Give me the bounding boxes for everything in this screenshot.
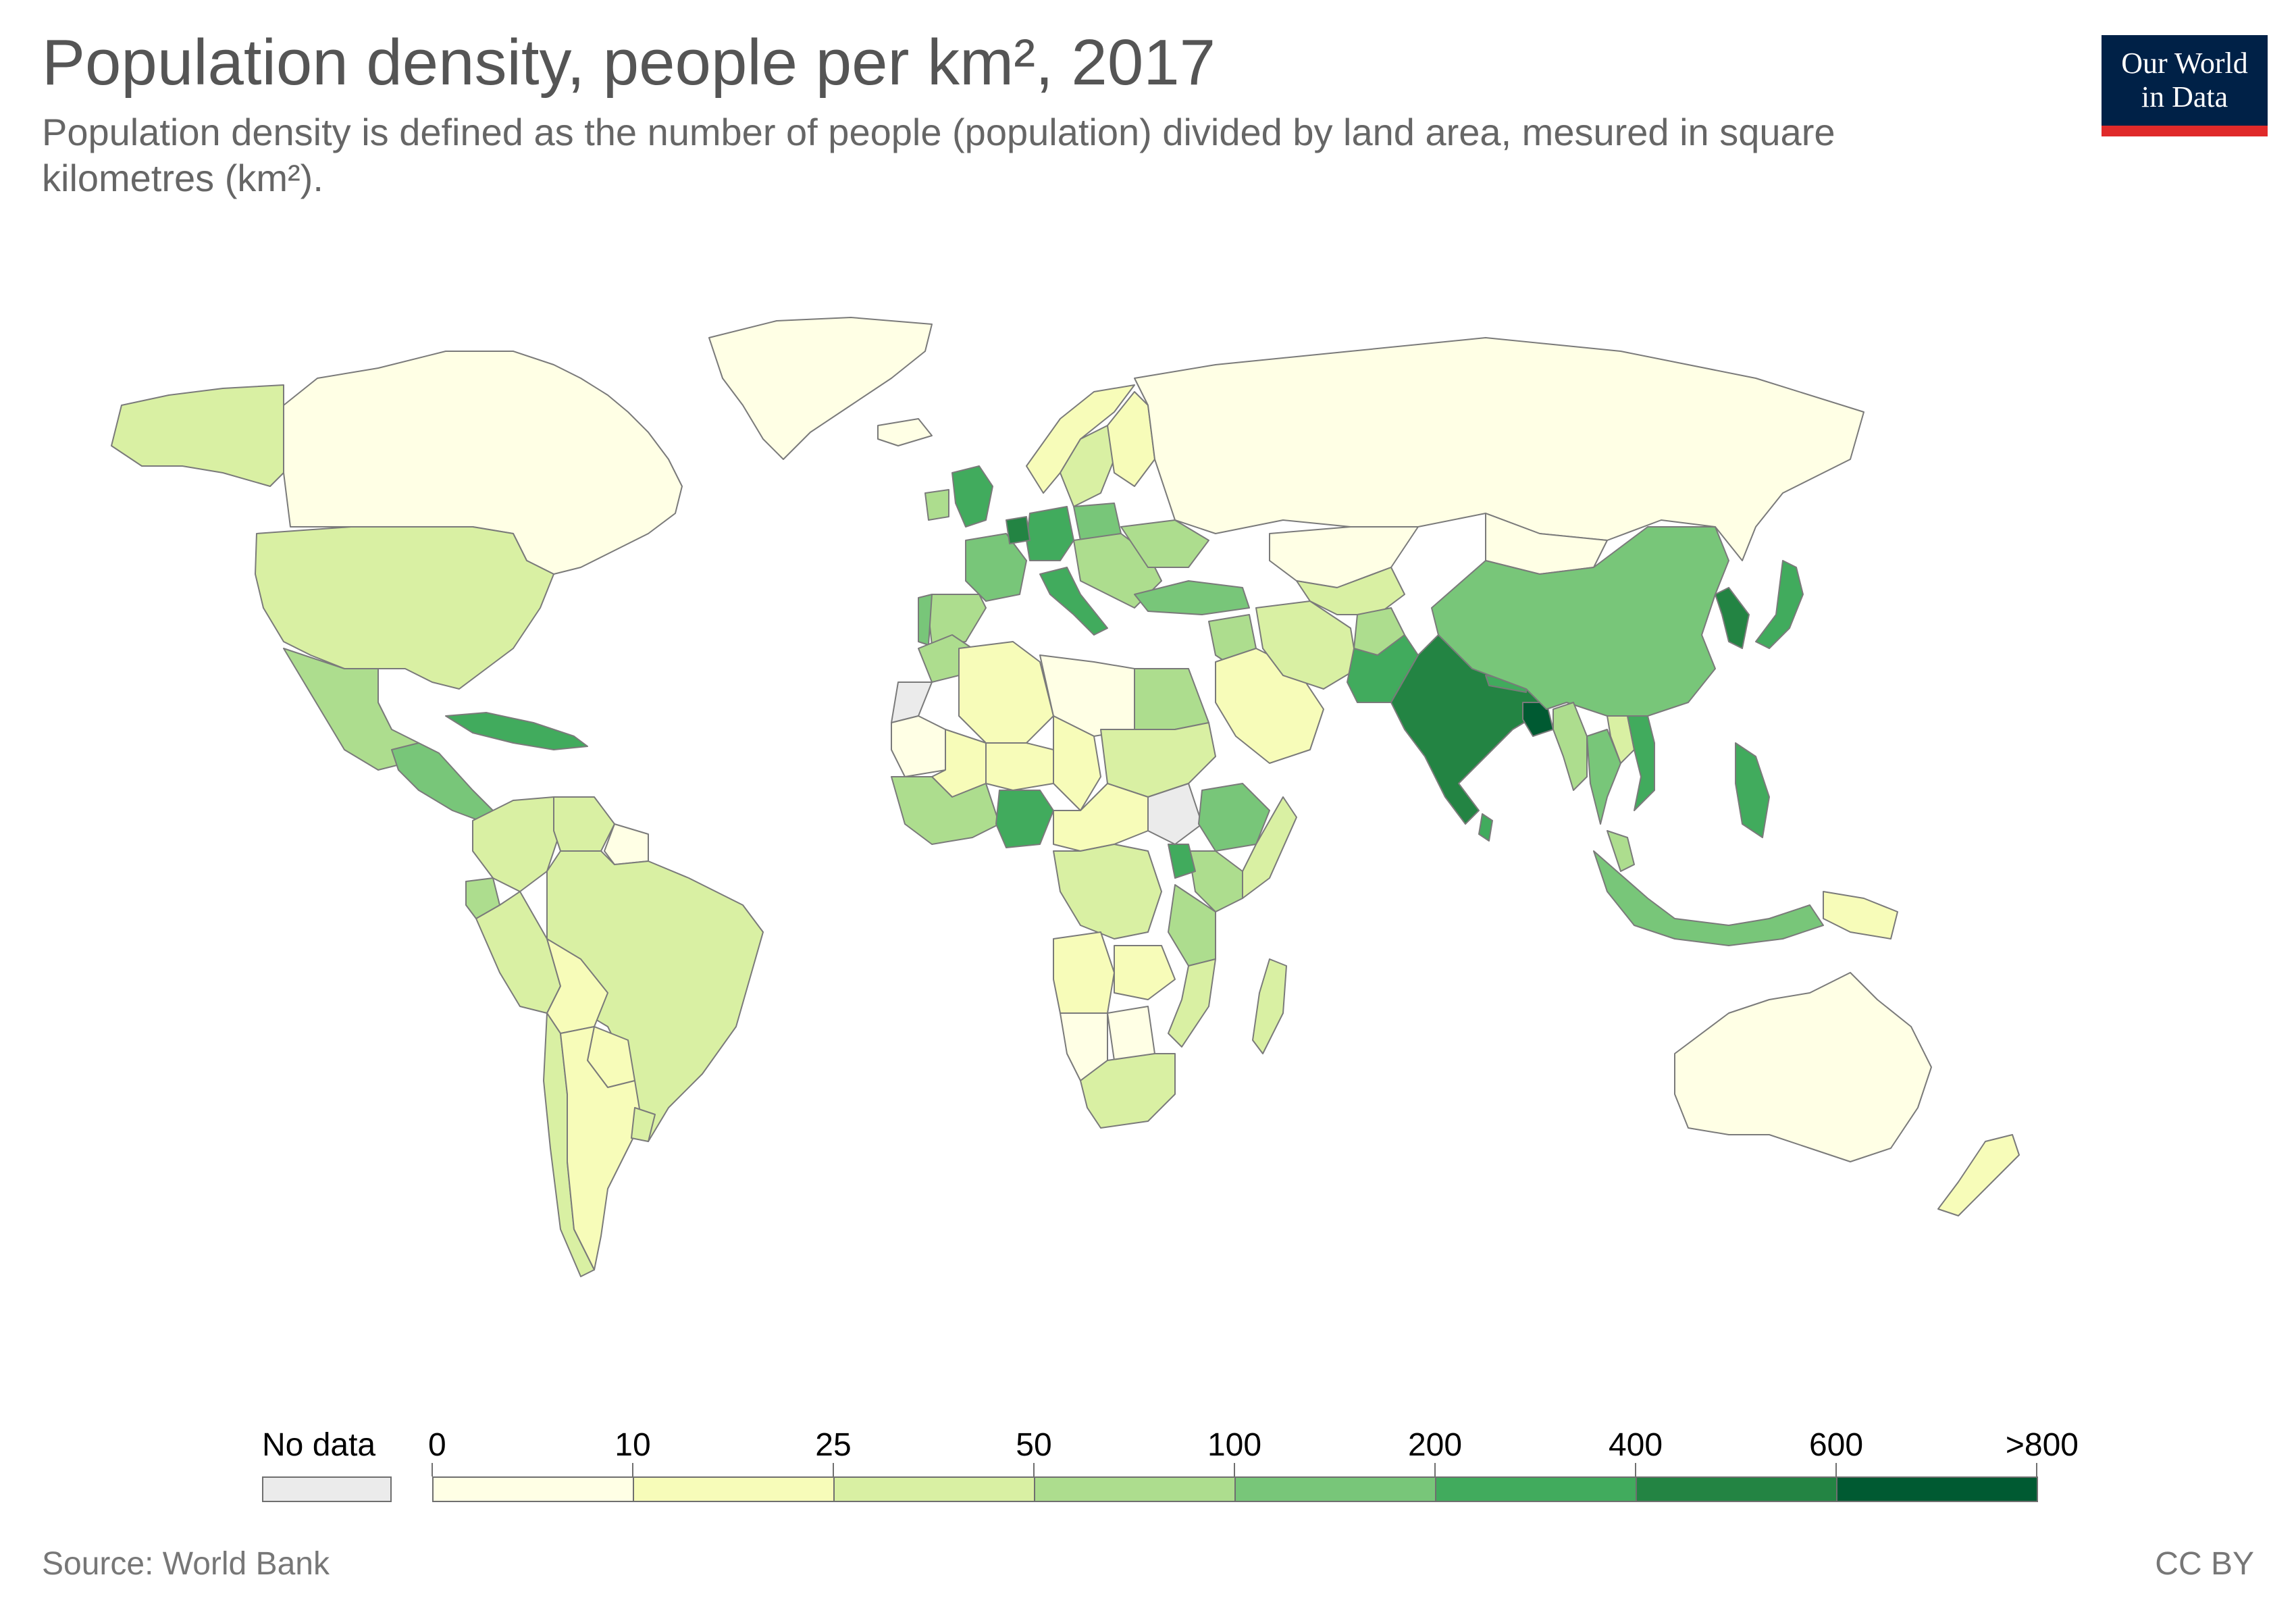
legend-no-data-swatch[interactable]	[262, 1476, 392, 1502]
region-kenya[interactable]	[1188, 850, 1243, 912]
region-iran[interactable]	[1255, 600, 1358, 690]
region-uganda[interactable]	[1168, 844, 1196, 879]
legend-tick-mark	[1033, 1463, 1035, 1476]
region-alaska[interactable]	[111, 384, 284, 487]
legend-bin-swatch[interactable]	[1636, 1476, 1837, 1502]
region-thailand[interactable]	[1586, 729, 1621, 825]
region-indonesia[interactable]	[1593, 850, 1824, 946]
legend-bin-swatch[interactable]	[833, 1476, 1035, 1502]
legend-tick-label: 50	[1016, 1427, 1052, 1463]
region-myanmar[interactable]	[1553, 702, 1588, 791]
region-ukraine[interactable]	[1120, 519, 1209, 568]
region-germany[interactable]	[1026, 506, 1074, 561]
legend-bin-swatch[interactable]	[1435, 1476, 1637, 1502]
region-spain[interactable]	[928, 594, 987, 646]
legend-bin-swatch[interactable]	[1034, 1476, 1236, 1502]
region-new-zealand[interactable]	[1937, 1134, 2020, 1216]
legend-tick-mark	[2036, 1463, 2037, 1476]
region-sudan[interactable]	[1100, 722, 1216, 798]
legend-bin-swatch[interactable]	[432, 1476, 634, 1502]
legend-tick-label: 400	[1608, 1427, 1663, 1463]
owid-logo[interactable]: Our World in Data	[2102, 35, 2268, 136]
region-turkey[interactable]	[1134, 580, 1250, 615]
region-egypt[interactable]	[1134, 668, 1209, 730]
legend-tick-mark	[833, 1463, 834, 1476]
region-portugal[interactable]	[918, 594, 933, 646]
region-japan[interactable]	[1755, 560, 1804, 649]
region-zambia[interactable]	[1114, 945, 1176, 1000]
region-dr-congo[interactable]	[1053, 844, 1162, 940]
region-ecuador[interactable]	[465, 877, 500, 919]
legend-tick-label: 100	[1207, 1427, 1262, 1463]
legend-bin-swatch[interactable]	[633, 1476, 835, 1502]
logo-line-1: Our World	[2121, 47, 2248, 80]
region-venezuela[interactable]	[553, 796, 615, 852]
map-regions	[111, 317, 2020, 1277]
legend-tick-mark	[1635, 1463, 1636, 1476]
region-korea[interactable]	[1715, 587, 1750, 649]
legend-bin-swatch[interactable]	[1836, 1476, 2038, 1502]
region-botswana[interactable]	[1107, 1006, 1155, 1061]
region-algeria[interactable]	[958, 641, 1054, 744]
region-italy[interactable]	[1039, 567, 1108, 636]
legend-tick-mark	[1434, 1463, 1436, 1476]
region-niger[interactable]	[985, 742, 1054, 791]
region-malaysia[interactable]	[1607, 830, 1635, 872]
license-note[interactable]: CC BY	[2155, 1546, 2254, 1582]
region-angola[interactable]	[1053, 931, 1115, 1014]
legend-tick-label: 600	[1808, 1427, 1864, 1463]
region-benelux[interactable]	[1006, 516, 1030, 544]
region-papua-new-guinea[interactable]	[1823, 891, 1898, 940]
logo-line-2: in Data	[2141, 80, 2228, 113]
legend-tick-label: 200	[1407, 1427, 1463, 1463]
region-cuba[interactable]	[445, 712, 588, 750]
region-nigeria[interactable]	[995, 790, 1054, 848]
region-philippines[interactable]	[1735, 742, 1770, 838]
region-mozambique[interactable]	[1168, 958, 1216, 1048]
chart-subtitle: Population density is defined as the num…	[42, 111, 1835, 199]
legend-tick-mark	[632, 1463, 633, 1476]
region-greenland[interactable]	[708, 317, 933, 460]
region-argentina[interactable]	[560, 1026, 642, 1270]
legend-tick-label: >800	[2005, 1427, 2079, 1463]
region-mauritania[interactable]	[891, 715, 946, 777]
legend-tick-label: 0	[428, 1427, 446, 1463]
region-china[interactable]	[1431, 526, 1729, 717]
legend-tick-label: 10	[615, 1427, 651, 1463]
region-sri-lanka[interactable]	[1478, 813, 1493, 842]
legend-tick-mark	[1234, 1463, 1235, 1476]
region-south-africa[interactable]	[1080, 1053, 1176, 1129]
source-note[interactable]: Source: World Bank	[42, 1546, 330, 1582]
region-united-kingdom[interactable]	[951, 465, 993, 528]
legend-tick-label: 25	[815, 1427, 852, 1463]
legend-bin-swatch[interactable]	[1234, 1476, 1436, 1502]
region-uruguay[interactable]	[631, 1107, 656, 1142]
region-central-america[interactable]	[391, 742, 494, 821]
legend-tick-mark	[432, 1463, 433, 1476]
legend-tick-mark	[1835, 1463, 1837, 1476]
legend-no-data-label: No data	[262, 1427, 376, 1463]
region-chad[interactable]	[1053, 715, 1101, 811]
region-ireland[interactable]	[924, 489, 949, 521]
region-madagascar[interactable]	[1252, 958, 1287, 1054]
region-france[interactable]	[965, 533, 1027, 602]
chart-title: Population density, people per km², 2017	[42, 26, 1216, 99]
region-laos[interactable]	[1607, 715, 1635, 764]
region-iceland[interactable]	[877, 418, 933, 446]
region-central-africa[interactable]	[1053, 783, 1149, 852]
region-vietnam[interactable]	[1627, 715, 1655, 811]
region-united-states[interactable]	[255, 526, 554, 690]
region-western-sahara[interactable]	[891, 681, 933, 723]
region-australia[interactable]	[1674, 972, 1932, 1162]
region-central-asia[interactable]	[1296, 567, 1405, 615]
